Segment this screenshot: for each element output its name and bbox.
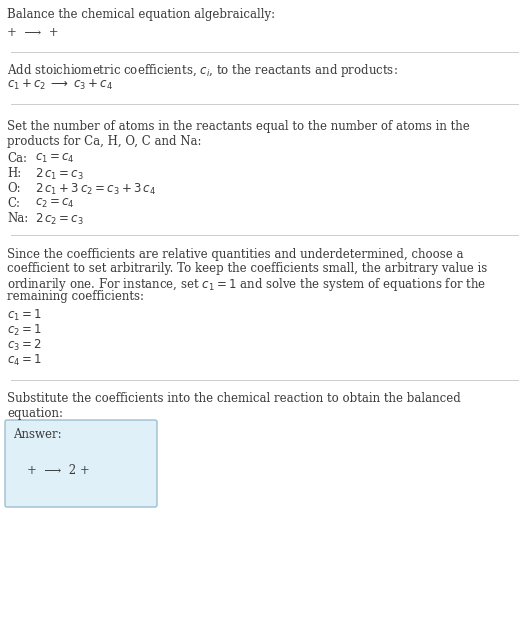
Text: H:: H: [7,167,21,180]
Text: Balance the chemical equation algebraically:: Balance the chemical equation algebraica… [7,8,275,21]
Text: remaining coefficients:: remaining coefficients: [7,290,144,303]
Text: Ca:: Ca: [7,152,27,165]
Text: $c_4 = 1$: $c_4 = 1$ [7,353,42,368]
Text: $c_2 = 1$: $c_2 = 1$ [7,323,42,338]
Text: Substitute the coefficients into the chemical reaction to obtain the balanced: Substitute the coefficients into the che… [7,392,461,405]
Text: Set the number of atoms in the reactants equal to the number of atoms in the: Set the number of atoms in the reactants… [7,120,470,133]
Text: coefficient to set arbitrarily. To keep the coefficients small, the arbitrary va: coefficient to set arbitrarily. To keep … [7,262,487,275]
Text: Add stoichiometric coefficients, $c_i$, to the reactants and products:: Add stoichiometric coefficients, $c_i$, … [7,62,398,79]
Text: O:: O: [7,182,21,195]
Text: Na:: Na: [7,212,28,225]
Text: Answer:: Answer: [13,428,61,441]
Text: $2\,c_2 = c_3$: $2\,c_2 = c_3$ [35,212,84,227]
Text: $c_2 = c_4$: $c_2 = c_4$ [35,197,75,210]
Text: Since the coefficients are relative quantities and underdetermined, choose a: Since the coefficients are relative quan… [7,248,463,261]
Text: $c_1 +c_2 \;\longrightarrow\; c_3 +c_4$: $c_1 +c_2 \;\longrightarrow\; c_3 +c_4$ [7,78,113,92]
Text: products for Ca, H, O, C and Na:: products for Ca, H, O, C and Na: [7,135,202,148]
Text: $c_1 = c_4$: $c_1 = c_4$ [35,152,75,165]
Text: $2\,c_1 = c_3$: $2\,c_1 = c_3$ [35,167,84,182]
Text: C:: C: [7,197,20,210]
Text: $c_1 = 1$: $c_1 = 1$ [7,308,42,323]
Text: $2\,c_1 + 3\,c_2 = c_3 + 3\,c_4$: $2\,c_1 + 3\,c_2 = c_3 + 3\,c_4$ [35,182,156,197]
Text: +  ⟶  +: + ⟶ + [7,26,59,39]
Text: +  ⟶  2 +: + ⟶ 2 + [27,464,90,477]
Text: equation:: equation: [7,407,63,420]
FancyBboxPatch shape [5,420,157,507]
Text: ordinarily one. For instance, set $c_1 = 1$ and solve the system of equations fo: ordinarily one. For instance, set $c_1 =… [7,276,486,293]
Text: $c_3 = 2$: $c_3 = 2$ [7,338,42,353]
